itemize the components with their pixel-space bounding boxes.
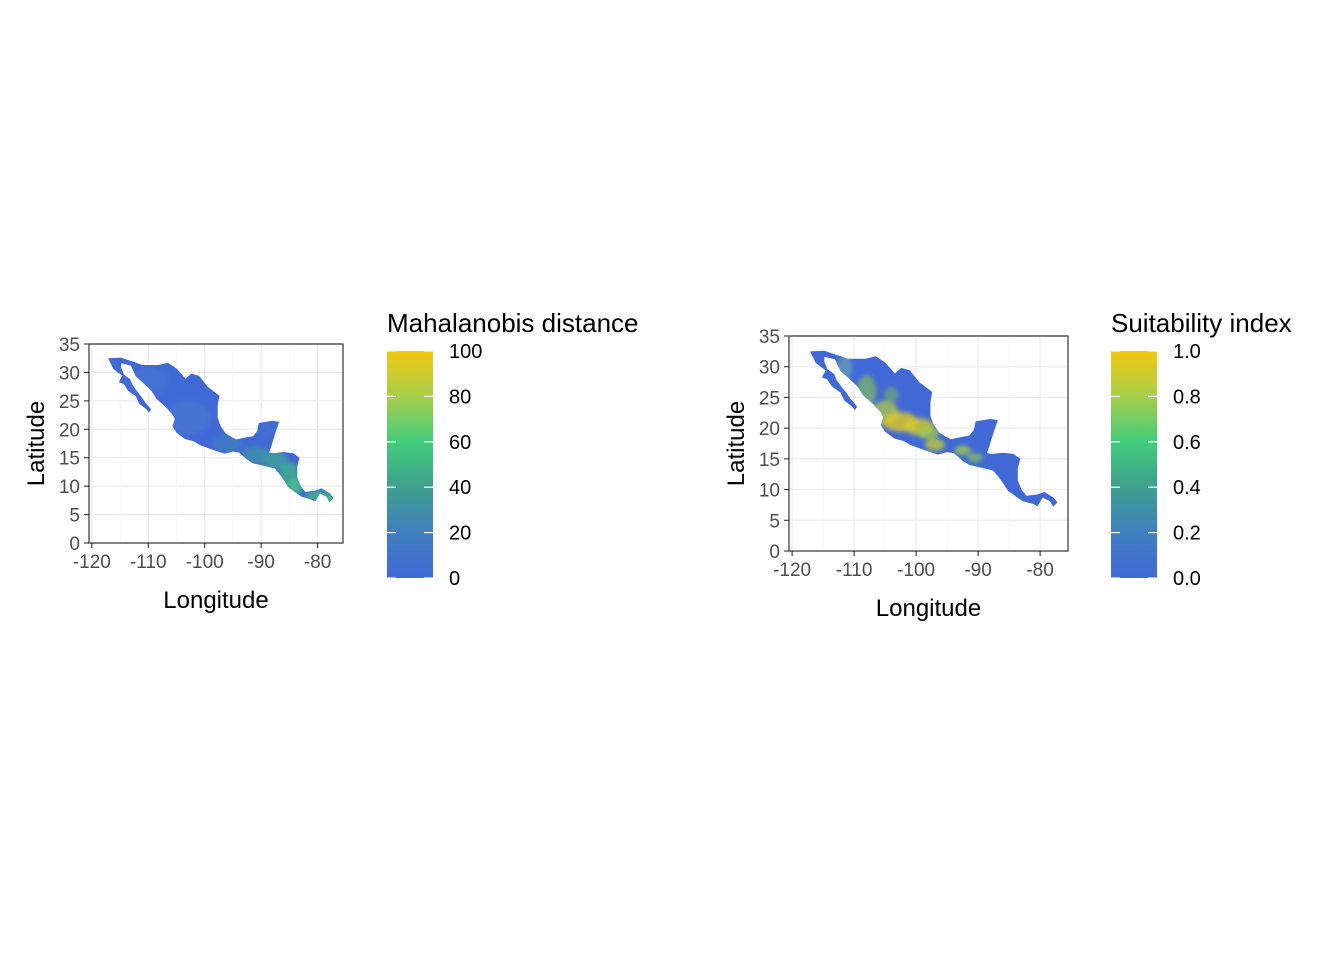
value-patch bbox=[241, 445, 270, 464]
value-patch bbox=[253, 421, 275, 438]
y-tick-label: 20 bbox=[759, 419, 780, 440]
colorbar-label: 40 bbox=[449, 477, 471, 499]
x-axis-title-right: Longitude bbox=[876, 595, 981, 622]
colorbar-label: 0.2 bbox=[1173, 523, 1201, 545]
colorbar-label: 80 bbox=[449, 386, 471, 408]
panel-suitability: -120 -110 -100 -90 -80 0 5 10 15 20 25 30 35 Longit… bbox=[723, 308, 1292, 622]
legend-title-left: Mahalanobis distance bbox=[387, 308, 639, 338]
x-tick-label: -110 bbox=[130, 552, 167, 573]
colorbar-labels-left: 0 20 40 60 80 100 bbox=[387, 341, 482, 590]
value-patch bbox=[954, 445, 971, 456]
value-patch bbox=[967, 452, 983, 463]
plot-frame-right bbox=[788, 335, 1069, 552]
y-axis-right: 0 5 10 15 20 25 30 35 bbox=[759, 327, 789, 563]
colorbar-label: 20 bbox=[449, 523, 471, 545]
x-tick-label: -80 bbox=[1026, 560, 1053, 581]
x-tick-label: -90 bbox=[247, 552, 274, 573]
colorbar-label: 0.0 bbox=[1173, 568, 1201, 590]
y-tick-label: 35 bbox=[759, 327, 780, 348]
colorbar-label: 1.0 bbox=[1173, 341, 1201, 363]
y-tick-label: 10 bbox=[59, 477, 80, 498]
y-tick-label: 30 bbox=[759, 358, 780, 379]
colorbar-labels-right: 0.0 0.2 0.4 0.6 0.8 1.0 bbox=[1111, 341, 1201, 590]
y-axis-title-left: Latitude bbox=[23, 401, 50, 486]
x-tick-label: -110 bbox=[836, 560, 873, 581]
x-axis-left: -120 -110 -100 -90 -80 bbox=[73, 543, 331, 573]
y-tick-label: 15 bbox=[759, 450, 780, 471]
value-patch bbox=[165, 400, 211, 435]
colorbar-left bbox=[387, 351, 433, 578]
colorbar-label: 0.6 bbox=[1173, 432, 1201, 454]
y-tick-label: 20 bbox=[59, 420, 80, 441]
y-tick-label: 25 bbox=[759, 388, 780, 409]
x-tick-label: -80 bbox=[304, 552, 331, 573]
y-tick-label: 35 bbox=[59, 335, 80, 356]
x-tick-label: -100 bbox=[186, 552, 224, 573]
value-patch bbox=[262, 451, 288, 470]
value-patch bbox=[917, 426, 940, 440]
y-tick-label: 15 bbox=[59, 449, 80, 470]
x-tick-label: -120 bbox=[773, 560, 811, 581]
colorbar-label: 0 bbox=[449, 568, 460, 590]
colorbar-label: 0.4 bbox=[1173, 477, 1201, 499]
value-patch bbox=[924, 438, 945, 451]
y-tick-label: 5 bbox=[769, 511, 780, 532]
y-tick-label: 0 bbox=[769, 542, 780, 563]
grid-right bbox=[789, 335, 1068, 552]
panel-mahalanobis: -120 -110 -100 -90 -80 0 5 10 15 20 25 30 35 Longit… bbox=[23, 308, 639, 614]
y-axis-title-right: Latitude bbox=[723, 401, 750, 486]
colorbar-label: 0.8 bbox=[1173, 386, 1201, 408]
x-tick-label: -120 bbox=[73, 552, 111, 573]
y-tick-label: 0 bbox=[69, 534, 80, 555]
value-patch bbox=[213, 434, 242, 453]
y-tick-label: 25 bbox=[59, 392, 80, 413]
y-tick-label: 5 bbox=[69, 506, 80, 527]
x-tick-label: -100 bbox=[897, 560, 935, 581]
plot-frame-left bbox=[88, 343, 344, 544]
y-axis-left: 0 5 10 15 20 25 30 35 bbox=[59, 335, 89, 555]
value-patch bbox=[883, 386, 899, 402]
x-axis-right: -120 -110 -100 -90 -80 bbox=[773, 551, 1054, 581]
colorbar-label: 60 bbox=[449, 432, 471, 454]
colorbar-right bbox=[1111, 351, 1157, 578]
y-tick-label: 30 bbox=[59, 363, 80, 384]
legend-title-right: Suitability index bbox=[1111, 308, 1292, 338]
colorbar-label: 100 bbox=[449, 341, 482, 363]
x-axis-title-left: Longitude bbox=[163, 587, 268, 614]
x-tick-label: -90 bbox=[964, 560, 991, 581]
y-tick-label: 10 bbox=[759, 481, 780, 502]
